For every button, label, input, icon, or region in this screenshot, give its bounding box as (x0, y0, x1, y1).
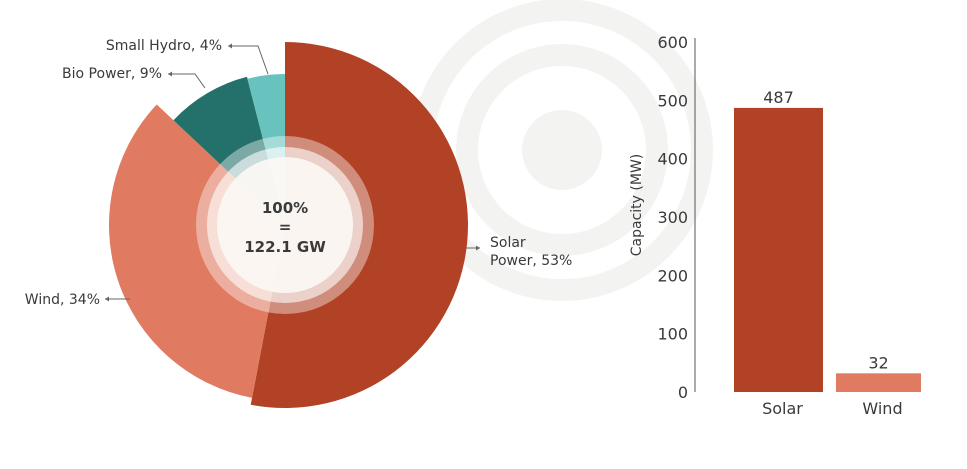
bar-chart: 0 100 200 300 400 500 600 Capacity (MW) 487 Solar… (629, 33, 921, 418)
x-tick-label: Solar (762, 399, 803, 418)
y-tick-label: 200 (657, 266, 688, 285)
arrowhead-icon (228, 43, 232, 49)
arrowhead-icon (476, 245, 480, 251)
donut-chart: 100%= 122.1 GW Solar Power, 53% Wind, 34% Bio… (25, 38, 572, 408)
bar-value-label: 32 (868, 353, 888, 372)
bar-value-label: 487 (763, 88, 794, 107)
y-axis-label: Capacity (MW) (629, 154, 645, 256)
slice-label: Wind, 34% (25, 292, 100, 308)
y-tick-label: 500 (657, 91, 688, 110)
center-disc (217, 157, 353, 293)
slice-label: Small Hydro, 4% (106, 38, 222, 54)
y-tick-label: 600 (657, 33, 688, 52)
y-tick-label: 300 (657, 208, 688, 227)
bar-wind (836, 373, 921, 392)
center-label-percent: 100% (262, 199, 308, 217)
center-label-equals: = (279, 218, 292, 236)
arrowhead-icon (105, 296, 109, 302)
y-tick-label: 100 (657, 325, 688, 344)
center-label-total: 122.1 GW (244, 238, 326, 256)
y-tick-label: 0 (678, 383, 688, 402)
slice-label: Power, 53% (490, 253, 572, 269)
slice-label: Bio Power, 9% (62, 66, 162, 82)
leader-line (168, 73, 206, 89)
x-tick-label: Wind (862, 399, 902, 418)
y-tick-label: 400 (657, 150, 688, 169)
leader-line (228, 45, 269, 75)
slice-label: Solar (490, 235, 526, 251)
bar-solar (734, 107, 823, 393)
arrowhead-icon (168, 71, 172, 77)
pie-slice (108, 104, 285, 398)
